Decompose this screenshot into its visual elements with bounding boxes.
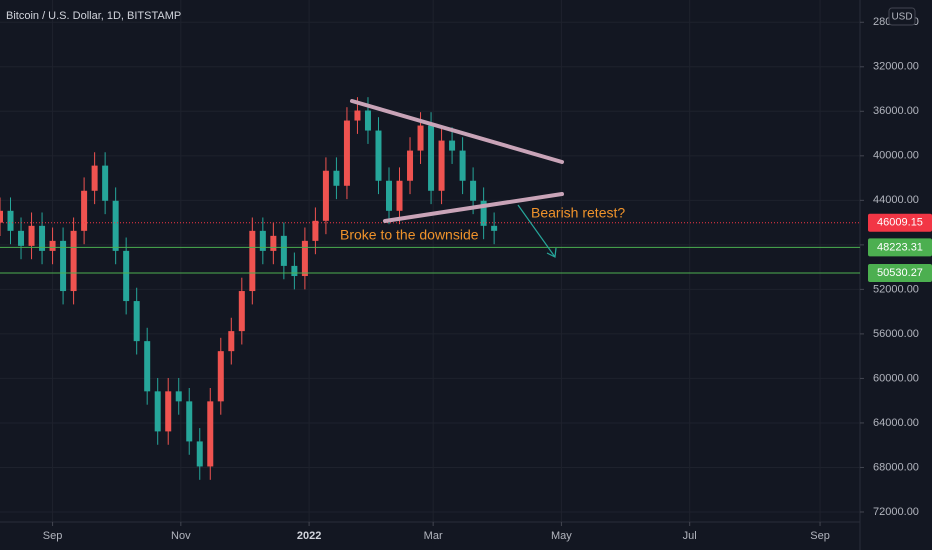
annotation: Broke to the downside [340, 227, 479, 243]
candle-body [238, 291, 245, 332]
price-axis: 28000.0032000.0036000.0040000.0044000.00… [43, 16, 932, 542]
y-tick-label: 36000.00 [873, 105, 919, 117]
price-label: 46009.15 [877, 217, 923, 229]
candle-body [449, 140, 456, 151]
candle-body [144, 341, 151, 392]
y-tick-label: 40000.00 [873, 150, 919, 162]
chart-title: Bitcoin / U.S. Dollar, 1D, BITSTAMP [6, 10, 181, 22]
candle-body [291, 265, 298, 277]
trend-line [350, 99, 564, 164]
candle-body [417, 125, 424, 151]
plot [0, 97, 860, 480]
currency-label: USD [891, 12, 912, 23]
candle-body [123, 250, 130, 302]
price-label-bg [868, 213, 932, 232]
candle-body [186, 401, 193, 442]
y-tick-label: 64000.00 [873, 417, 919, 429]
x-tick-label: Sep [810, 530, 830, 542]
candle-body [491, 225, 498, 231]
candle-body [175, 391, 182, 402]
currency-badge [888, 7, 916, 26]
candle-body [7, 210, 14, 231]
y-tick-label: 32000.00 [873, 61, 919, 73]
price-label: 50530.27 [877, 267, 923, 279]
candle-body [102, 165, 109, 201]
trend-line [383, 192, 564, 223]
x-tick-label: 2022 [297, 530, 321, 542]
candle-body [375, 130, 382, 181]
candle-body [333, 170, 340, 186]
y-tick-label: 72000.00 [873, 506, 919, 518]
candle-body [28, 225, 35, 246]
y-tick-label: 52000.00 [873, 283, 919, 295]
candle-body [39, 225, 46, 251]
x-tick-label: May [551, 530, 572, 542]
candle-body [217, 351, 224, 402]
candle-body [60, 240, 67, 292]
candle-body [312, 220, 319, 241]
candle-body [81, 190, 88, 231]
candle-body [470, 180, 477, 201]
price-label: 48223.31 [877, 241, 923, 253]
candle-body [207, 401, 214, 467]
candle-body [322, 170, 329, 221]
candle-body [459, 150, 466, 181]
candle-body [364, 110, 371, 131]
x-tick-label: Mar [424, 530, 443, 542]
arrow-head [546, 247, 557, 258]
candle-body [70, 230, 77, 292]
y-tick-label: 44000.00 [873, 194, 919, 206]
y-tick-label: 60000.00 [873, 372, 919, 384]
candle-body [249, 230, 256, 292]
grid [0, 0, 860, 522]
price-label-bg [868, 264, 932, 283]
candle-body [301, 240, 308, 277]
candle-body [343, 120, 350, 186]
candle-body [18, 230, 25, 246]
candle-body [0, 210, 3, 223]
candle-body [165, 391, 172, 432]
candle-body [280, 235, 287, 266]
y-tick-label: 68000.00 [873, 461, 919, 473]
candle-body [270, 235, 277, 251]
y-tick-label: 56000.00 [873, 328, 919, 340]
annotation: Bearish retest? [531, 205, 625, 221]
candle-body [112, 200, 119, 251]
x-tick-label: Jul [683, 530, 697, 542]
candle-body [438, 140, 445, 191]
price-label-bg [868, 238, 932, 257]
candle-body [385, 180, 392, 211]
candle-body [407, 150, 414, 181]
x-tick-label: Nov [171, 530, 191, 542]
candle-body [259, 230, 266, 251]
candle-body [91, 165, 98, 191]
candle-body [49, 240, 56, 251]
candle-body [354, 110, 361, 121]
arrow [517, 204, 556, 258]
candle-body [133, 301, 140, 342]
candle-body [396, 180, 403, 211]
candle-body [228, 331, 235, 352]
candle-body [196, 441, 203, 467]
candle-body [428, 125, 435, 191]
candle-body [480, 200, 487, 226]
candle-body [154, 391, 161, 432]
x-tick-label: Sep [43, 530, 63, 542]
